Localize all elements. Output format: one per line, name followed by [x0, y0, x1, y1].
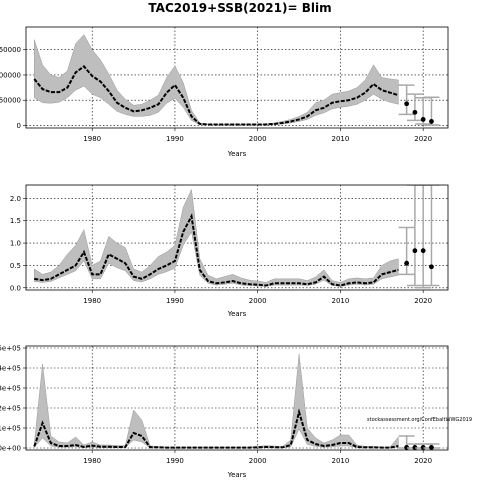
- y-tick-label: 2.0: [10, 195, 21, 203]
- y-tick-label: 150000: [0, 46, 21, 54]
- x-tick-label: 2020: [414, 135, 432, 143]
- x-tick-label: 2020: [414, 457, 432, 465]
- y-tick-label: 1e+05: [0, 425, 21, 433]
- y-tick-label: 4e+05: [0, 365, 21, 373]
- x-axis-label: Years: [227, 310, 247, 318]
- watermark-text: stockassessment.org/ConfEbaltWWG2019: [367, 417, 472, 423]
- y-tick-label: 0e+00: [0, 445, 21, 453]
- x-tick-label: 1980: [83, 135, 101, 143]
- estimate-line: [34, 213, 399, 287]
- y-tick-label: 5e+05: [0, 345, 21, 353]
- chart-title: TAC2019+SSB(2021)= Blim: [148, 1, 331, 15]
- forecast-point: [420, 248, 426, 254]
- panel-middle: 1980 1990 2000 2010 2020 0.0 0.5 1.0 1.5 2.0 Years: [10, 184, 449, 318]
- forecast-point: [404, 260, 410, 266]
- x-tick-label: 2010: [332, 135, 350, 143]
- x-tick-label: 2000: [249, 297, 267, 305]
- forecast-point: [420, 117, 426, 122]
- axes-frame: [25, 26, 449, 129]
- y-tick-label: 2e+05: [0, 405, 21, 413]
- y-tick-label: 3e+05: [0, 385, 21, 393]
- plot-area: [26, 27, 448, 128]
- y-tick-label: 1.0: [10, 240, 21, 248]
- plot-area: [26, 185, 448, 290]
- y-tick-label: 50000: [0, 97, 21, 105]
- x-axis-label: Years: [227, 150, 247, 158]
- panel-top: 1980 1990 2000 2010 2020 0 50000 100000 150000 Ye…: [0, 26, 449, 158]
- x-axis-label: Years: [227, 471, 247, 479]
- forecast-point: [429, 445, 434, 450]
- axes-frame: [25, 184, 449, 291]
- y-tick-label: 0: [17, 122, 21, 130]
- y-tick-label: 0.0: [10, 284, 21, 292]
- x-tick-label: 2000: [249, 135, 267, 143]
- estimate-line: [33, 65, 399, 126]
- forecast-point: [412, 109, 418, 115]
- x-tick-label: 1980: [83, 297, 101, 305]
- x-tick-label: 1990: [166, 297, 184, 305]
- x-tick-label: 1990: [166, 135, 184, 143]
- forecast-point: [429, 264, 434, 270]
- y-tick-label: 0.5: [10, 262, 21, 270]
- x-tick-label: 2010: [332, 457, 350, 465]
- y-tick-label: 100000: [0, 71, 21, 79]
- forecast-point: [404, 101, 410, 107]
- x-tick-label: 2020: [414, 297, 432, 305]
- confidence-band: [34, 34, 399, 126]
- forecast-point: [412, 248, 418, 254]
- forecast-point: [429, 119, 434, 124]
- x-tick-label: 2000: [249, 457, 267, 465]
- axes-frame: [25, 345, 449, 451]
- y-tick-label: 1.5: [10, 217, 21, 225]
- estimate-line: [33, 408, 399, 449]
- x-tick-label: 1980: [83, 457, 101, 465]
- confidence-band: [34, 188, 399, 287]
- x-tick-label: 1990: [166, 457, 184, 465]
- panel-bottom: 1980 1990 2000 2010 2020 0e+00 1e+05 2e+05 3e+05…: [0, 345, 449, 479]
- plot-area: [26, 346, 448, 450]
- x-tick-label: 2010: [332, 297, 350, 305]
